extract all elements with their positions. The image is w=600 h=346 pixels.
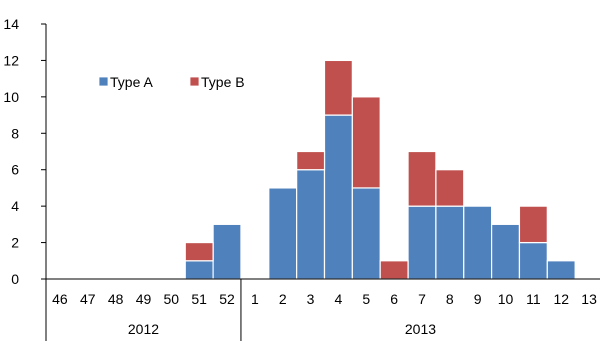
y-tick-label: 12	[3, 52, 19, 68]
bars-layer	[184, 59, 576, 280]
x-tick-label: 50	[164, 291, 180, 307]
bar-type-b-7-13	[407, 150, 437, 207]
x-tick-label: 51	[191, 291, 207, 307]
year-group-label: 2012	[128, 321, 159, 337]
y-tick-label: 0	[11, 271, 19, 287]
bar-type-a-11-17	[518, 241, 548, 280]
x-tick-label: 49	[136, 291, 152, 307]
x-tick-label: 13	[581, 291, 597, 307]
x-tick-label: 12	[553, 291, 569, 307]
y-tick-label: 8	[11, 125, 19, 141]
bar-type-b-5-11	[351, 96, 381, 189]
x-tick-label: 7	[418, 291, 426, 307]
legend-swatch-type-a	[98, 76, 109, 87]
bar-type-a-12-18	[546, 260, 576, 280]
legend: Type A Type B	[98, 74, 245, 90]
bar-type-b-11-17	[518, 205, 548, 244]
legend-label-type-a: Type A	[110, 74, 153, 90]
bar-type-b-51-5	[184, 241, 214, 262]
y-tick-label: 2	[11, 235, 19, 251]
x-tick-label: 48	[108, 291, 124, 307]
bar-type-b-3-9	[296, 150, 326, 171]
x-tick-label: 8	[446, 291, 454, 307]
x-tick-label: 3	[307, 291, 315, 307]
bar-type-b-8-14	[435, 169, 465, 207]
legend-label-type-b: Type B	[201, 74, 245, 90]
x-tick-label: 1	[251, 291, 259, 307]
x-tick-label: 47	[80, 291, 96, 307]
x-tick-label: 9	[474, 291, 482, 307]
year-group-label: 2013	[405, 321, 436, 337]
bar-type-a-3-9	[296, 169, 326, 280]
bar-type-a-52-6	[212, 223, 242, 280]
bar-type-a-9-15	[463, 205, 493, 280]
x-tick-label: 52	[219, 291, 235, 307]
x-tick-label: 10	[498, 291, 514, 307]
y-tick-label: 10	[3, 89, 19, 105]
bar-type-a-10-16	[491, 223, 521, 280]
axes-layer	[41, 23, 600, 341]
x-tick-label: 2	[279, 291, 287, 307]
x-tick-label: 4	[335, 291, 343, 307]
legend-swatch-type-b	[189, 76, 200, 87]
bar-type-b-4-10	[323, 59, 353, 116]
bar-type-a-8-14	[435, 205, 465, 280]
x-tick-label: 11	[526, 291, 541, 307]
bar-type-a-7-13	[407, 205, 437, 280]
y-tick-label: 6	[11, 162, 19, 178]
bar-type-a-5-11	[351, 187, 381, 280]
y-tick-label: 4	[11, 198, 19, 214]
y-tick-label: 14	[3, 16, 19, 32]
bar-type-a-2-8	[268, 187, 298, 280]
bar-type-a-4-10	[323, 114, 353, 280]
x-tick-label: 46	[52, 291, 68, 307]
x-tick-label: 6	[390, 291, 398, 307]
bar-type-b-6-12	[379, 260, 409, 280]
bar-type-a-51-5	[184, 260, 214, 280]
x-tick-label: 5	[362, 291, 370, 307]
